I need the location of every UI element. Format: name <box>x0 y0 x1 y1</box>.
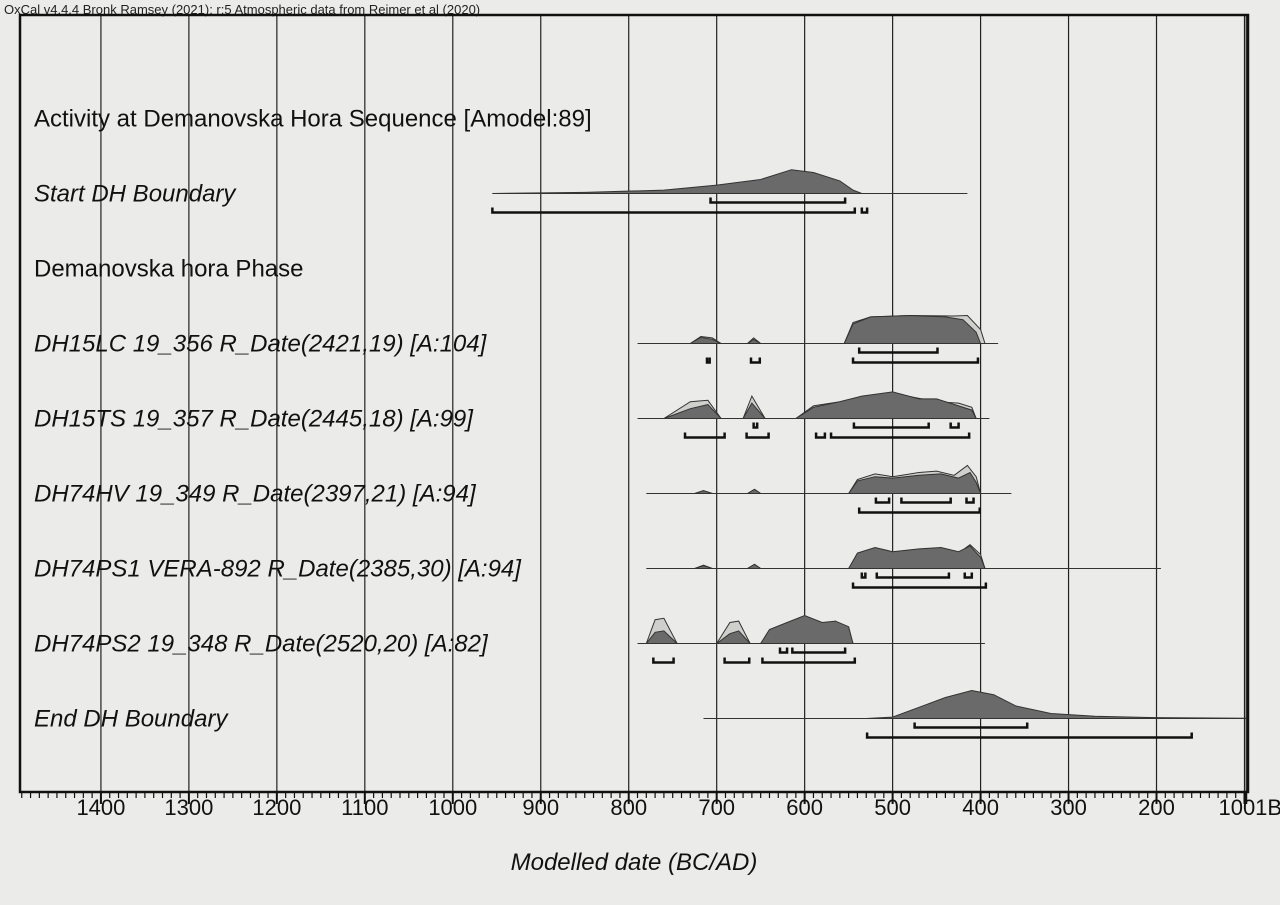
row-label: DH74HV 19_349 R_Date(2397,21) [A:94] <box>34 481 477 508</box>
plot-frame <box>18 13 1250 794</box>
hpd68-bracket <box>949 422 960 429</box>
tick-label: 400 <box>962 795 999 820</box>
row-label: Demanovska hora Phase <box>34 256 303 283</box>
row-label: DH74PS2 19_348 R_Date(2520,20) [A:82] <box>34 631 489 658</box>
hpd95-bracket <box>851 357 980 364</box>
hpd68-bracket <box>778 647 789 654</box>
tick-label: 1400 <box>76 795 125 820</box>
hpd68-bracket <box>709 197 847 204</box>
hpd95-bracket <box>814 432 827 439</box>
hpd95-bracket <box>652 657 675 664</box>
tick-label: 1100 <box>341 795 388 820</box>
tick-label: 700 <box>698 795 735 820</box>
hpd95-bracket <box>705 357 711 364</box>
hpd68-bracket <box>965 497 975 504</box>
row-label: Activity at Demanovska Hora Sequence [Am… <box>34 106 592 133</box>
hpd95-bracket <box>745 432 770 439</box>
x-axis-title: Modelled date (BC/AD) <box>511 849 758 876</box>
posterior-distribution <box>866 689 1249 719</box>
posterior-distribution <box>694 471 982 494</box>
x-axis-ticks: 1400 1300 1200 1100 1000 900 800 700 600 500 400 30… <box>21 792 1280 820</box>
row-label: DH15LC 19_356 R_Date(2421,19) [A:104] <box>34 331 488 358</box>
hpd95-bracket <box>749 357 762 364</box>
hpd68-bracket <box>963 572 974 579</box>
posterior-distribution <box>688 314 982 344</box>
hpd95-bracket <box>857 507 981 514</box>
hpd95-bracket <box>761 657 857 664</box>
tick-label: 900 <box>522 795 559 820</box>
hpd95-bracket <box>851 582 988 589</box>
hpd68-bracket <box>852 422 930 429</box>
hpd68-bracket <box>791 647 847 654</box>
hpd95-bracket <box>683 432 726 439</box>
row-labels: Activity at Demanovska Hora Sequence [Am… <box>34 106 592 733</box>
software-credit-header: OxCal v4.4.4 Bronk Ramsey (2021); r:5 At… <box>4 2 481 17</box>
hpd95-bracket <box>829 432 971 439</box>
tick-label: 1001BC/1AD101 <box>1218 795 1280 820</box>
tick-label: 300 <box>1050 795 1087 820</box>
probability-distributions <box>492 169 1249 719</box>
hpd95-bracket <box>723 657 751 664</box>
tick-label: 600 <box>786 795 823 820</box>
hpd95-bracket <box>860 207 869 214</box>
hpd68-bracket <box>860 572 867 579</box>
hpd68-bracket <box>900 497 952 504</box>
posterior-distribution <box>694 545 986 569</box>
hpd-range-brackets <box>491 197 1193 739</box>
hpd68-bracket <box>752 422 759 429</box>
row-label: DH74PS1 VERA-892 R_Date(2385,30) [A:94] <box>34 556 522 583</box>
tick-label: 1300 <box>164 795 213 820</box>
posterior-distribution <box>663 391 978 419</box>
posterior-distribution <box>492 169 863 194</box>
hpd68-bracket <box>875 572 951 579</box>
hpd68-bracket <box>857 347 939 354</box>
row-label: End DH Boundary <box>34 706 229 733</box>
tick-label: 1200 <box>252 795 301 820</box>
row-label: DH15TS 19_357 R_Date(2445,18) [A:99] <box>34 406 474 433</box>
hpd68-bracket <box>913 722 1029 729</box>
posterior-distribution <box>645 614 854 644</box>
row-label: Start DH Boundary <box>34 181 237 208</box>
tick-label: 800 <box>610 795 647 820</box>
hpd68-bracket <box>874 497 891 504</box>
hpd95-bracket <box>491 207 857 214</box>
tick-label: 200 <box>1138 795 1175 820</box>
tick-label: 500 <box>874 795 911 820</box>
tick-label: 1000 <box>428 795 477 820</box>
hpd95-bracket <box>865 732 1193 739</box>
